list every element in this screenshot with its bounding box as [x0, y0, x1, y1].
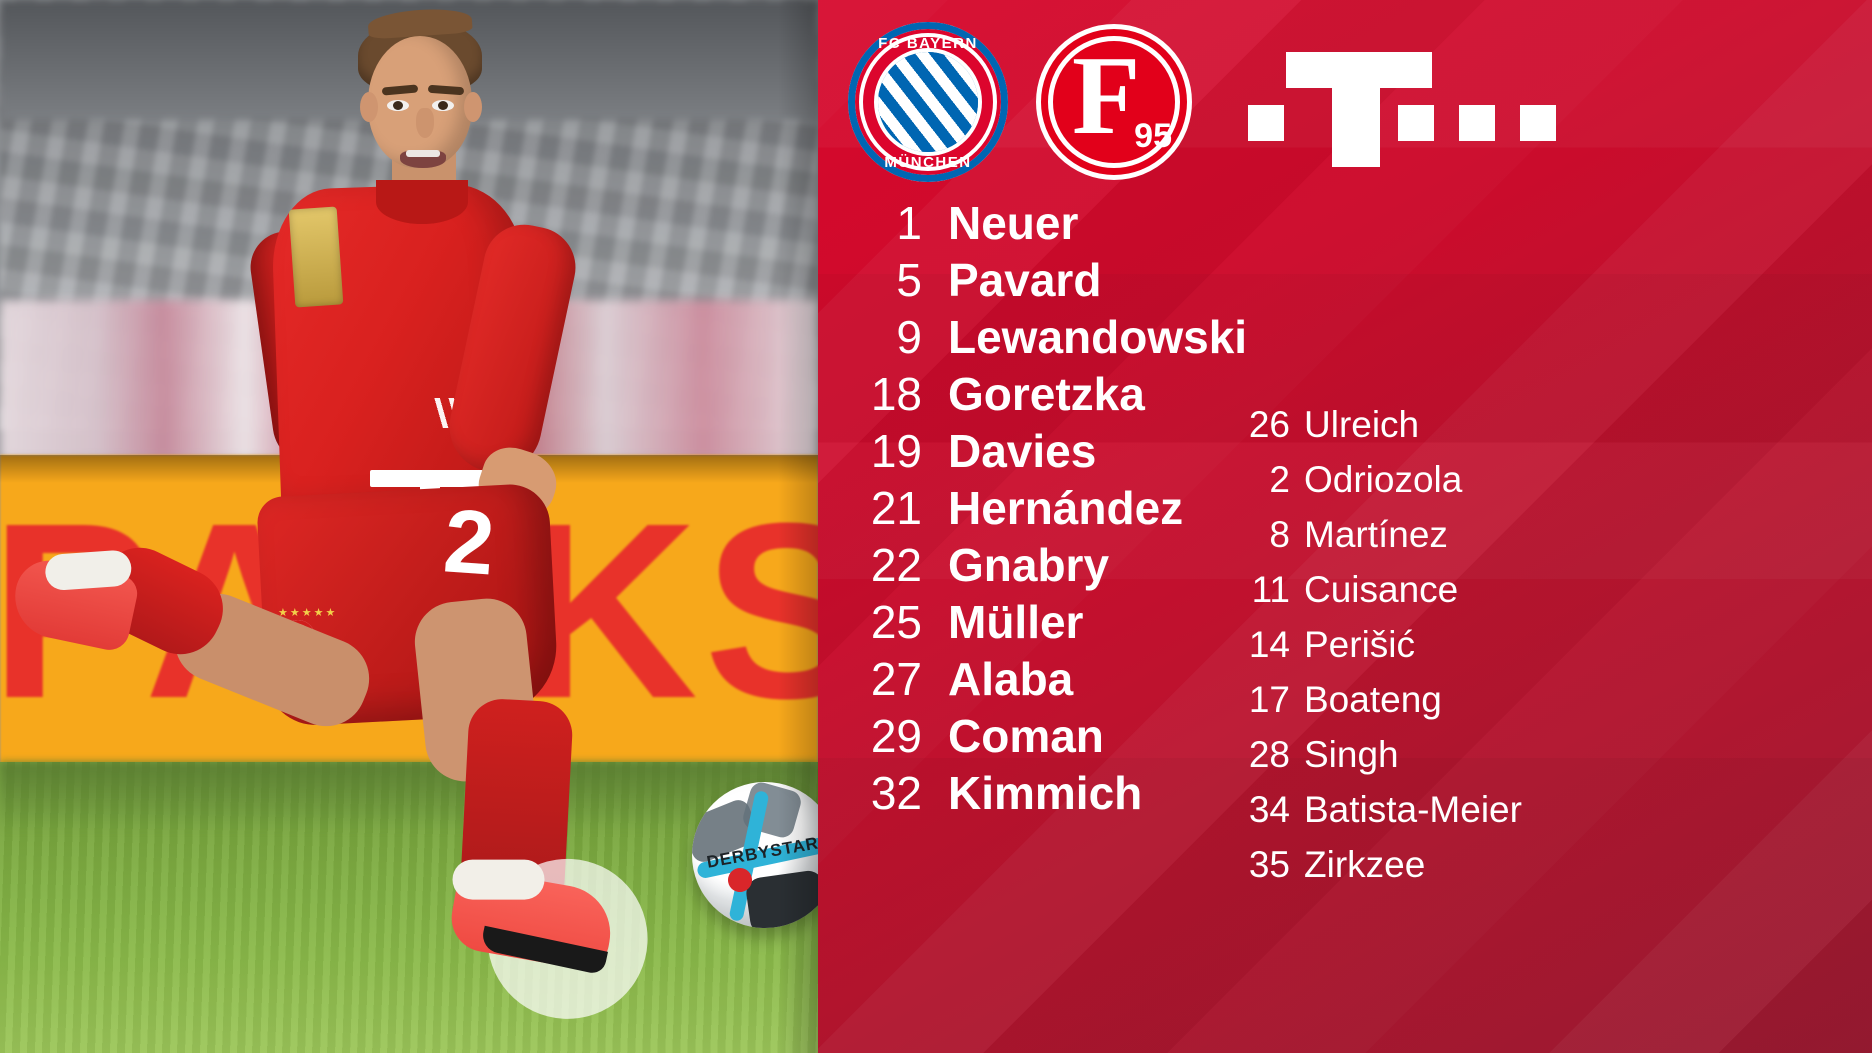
list-item: 26 Ulreich — [1228, 404, 1868, 459]
match-ball: DERBYSTAR — [692, 782, 818, 928]
list-item: 1 Neuer — [830, 196, 1390, 253]
substitute-name: Singh — [1304, 734, 1399, 775]
list-item: 14 Perišić — [1228, 624, 1868, 679]
player-name: Kimmich — [948, 767, 1143, 819]
substitute-name: Odriozola — [1304, 459, 1463, 500]
list-item: 5 Pavard — [830, 253, 1390, 310]
player-number: 5 — [896, 254, 922, 306]
list-item: 27 Alaba — [830, 652, 1390, 709]
player-name: Goretzka — [948, 368, 1145, 420]
lineup-panel: FC BAYERN MÜNCHEN F 95 — [818, 0, 1872, 1053]
player-number: 25 — [870, 596, 922, 648]
list-item: 22 Gnabry — [830, 538, 1390, 595]
player-name: Alaba — [948, 653, 1074, 705]
player-number: 9 — [896, 311, 922, 363]
fc-bayern-crest-top-text: FC BAYERN — [878, 35, 978, 52]
player-back-boot — [7, 554, 141, 654]
list-item: 2 Odriozola — [1228, 459, 1868, 514]
substitute-number: 26 — [1248, 404, 1290, 445]
list-item: 9 Lewandowski — [830, 310, 1390, 367]
substitute-number: 14 — [1248, 624, 1290, 665]
list-item: 28 Singh — [1228, 734, 1868, 789]
shorts-number: 2 — [440, 491, 498, 595]
starting-eleven-list: 1 Neuer 5 Pavard 9 Lewandowski 18 Goretz… — [830, 196, 1390, 823]
substitute-name: Boateng — [1304, 679, 1442, 720]
list-item: 11 Cuisance — [1228, 569, 1868, 624]
player-head — [368, 36, 472, 168]
fortuna-duesseldorf-crest-icon: F 95 — [1036, 24, 1192, 180]
list-item: 19 Davies — [830, 424, 1390, 481]
player-name: Lewandowski — [948, 311, 1248, 363]
player-number: 22 — [870, 539, 922, 591]
player-name: Neuer — [948, 197, 1079, 249]
jersey-collar — [376, 180, 468, 224]
substitute-number: 34 — [1248, 789, 1290, 830]
list-item: 18 Goretzka — [830, 367, 1390, 424]
player-figure: ★★★★★ ★★★★★ 2 FCB — [0, 0, 818, 1053]
list-item: 35 Zirkzee — [1228, 844, 1868, 899]
substitutes-list: 26 Ulreich 2 Odriozola 8 Martínez 11 Cui… — [1228, 404, 1868, 899]
list-item: 29 Coman — [830, 709, 1390, 766]
list-item: 25 Müller — [830, 595, 1390, 652]
crest-row: FC BAYERN MÜNCHEN F 95 — [818, 14, 1872, 184]
list-item: 32 Kimmich — [830, 766, 1390, 823]
player-eye-left — [387, 100, 409, 111]
player-number: 19 — [870, 425, 922, 477]
fortuna-crest-number: 95 — [1134, 117, 1172, 155]
player-nose — [416, 108, 434, 138]
player-name: Hernández — [948, 482, 1184, 534]
substitute-number: 8 — [1269, 514, 1290, 555]
list-item: 34 Batista-Meier — [1228, 789, 1868, 844]
player-name: Müller — [948, 596, 1084, 648]
bundesliga-badge — [288, 206, 344, 308]
player-name: Davies — [948, 425, 1097, 477]
list-item: 17 Boateng — [1228, 679, 1868, 734]
player-name: Pavard — [948, 254, 1102, 306]
player-number: 1 — [896, 197, 922, 249]
player-number: 32 — [870, 767, 922, 819]
player-eye-right — [432, 100, 454, 111]
player-number: 27 — [870, 653, 922, 705]
substitute-number: 28 — [1248, 734, 1290, 775]
telekom-logo-icon — [1248, 42, 1556, 167]
player-name: Gnabry — [948, 539, 1110, 591]
list-item: 21 Hernández — [830, 481, 1390, 538]
photo-edge-fade — [778, 0, 818, 1053]
player-name: Coman — [948, 710, 1104, 762]
substitute-number: 2 — [1269, 459, 1290, 500]
pitch-blur — [0, 762, 818, 832]
player-mouth — [400, 150, 446, 168]
substitute-number: 35 — [1248, 844, 1290, 885]
player-photo: PACKS ★★★★★ — [0, 0, 818, 1053]
substitute-number: 11 — [1251, 569, 1290, 610]
substitute-name: Cuisance — [1304, 569, 1459, 610]
list-item: 8 Martínez — [1228, 514, 1868, 569]
substitute-name: Martínez — [1304, 514, 1448, 555]
substitute-name: Perišić — [1304, 624, 1416, 665]
substitute-name: Ulreich — [1304, 404, 1420, 445]
player-number: 21 — [870, 482, 922, 534]
shorts-stars: ★★★★★ — [278, 607, 338, 619]
fortuna-crest-letter: F — [1072, 34, 1141, 158]
substitute-name: Zirkzee — [1304, 844, 1426, 885]
substitute-name: Batista-Meier — [1304, 789, 1522, 830]
fc-bayern-crest-bottom-text: MÜNCHEN — [884, 154, 972, 171]
player-number: 18 — [870, 368, 922, 420]
fc-bayern-crest-icon: FC BAYERN MÜNCHEN — [848, 22, 1008, 182]
player-ear-left — [360, 92, 378, 122]
player-number: 29 — [870, 710, 922, 762]
substitute-number: 17 — [1248, 679, 1290, 720]
player-ear-right — [464, 92, 482, 122]
